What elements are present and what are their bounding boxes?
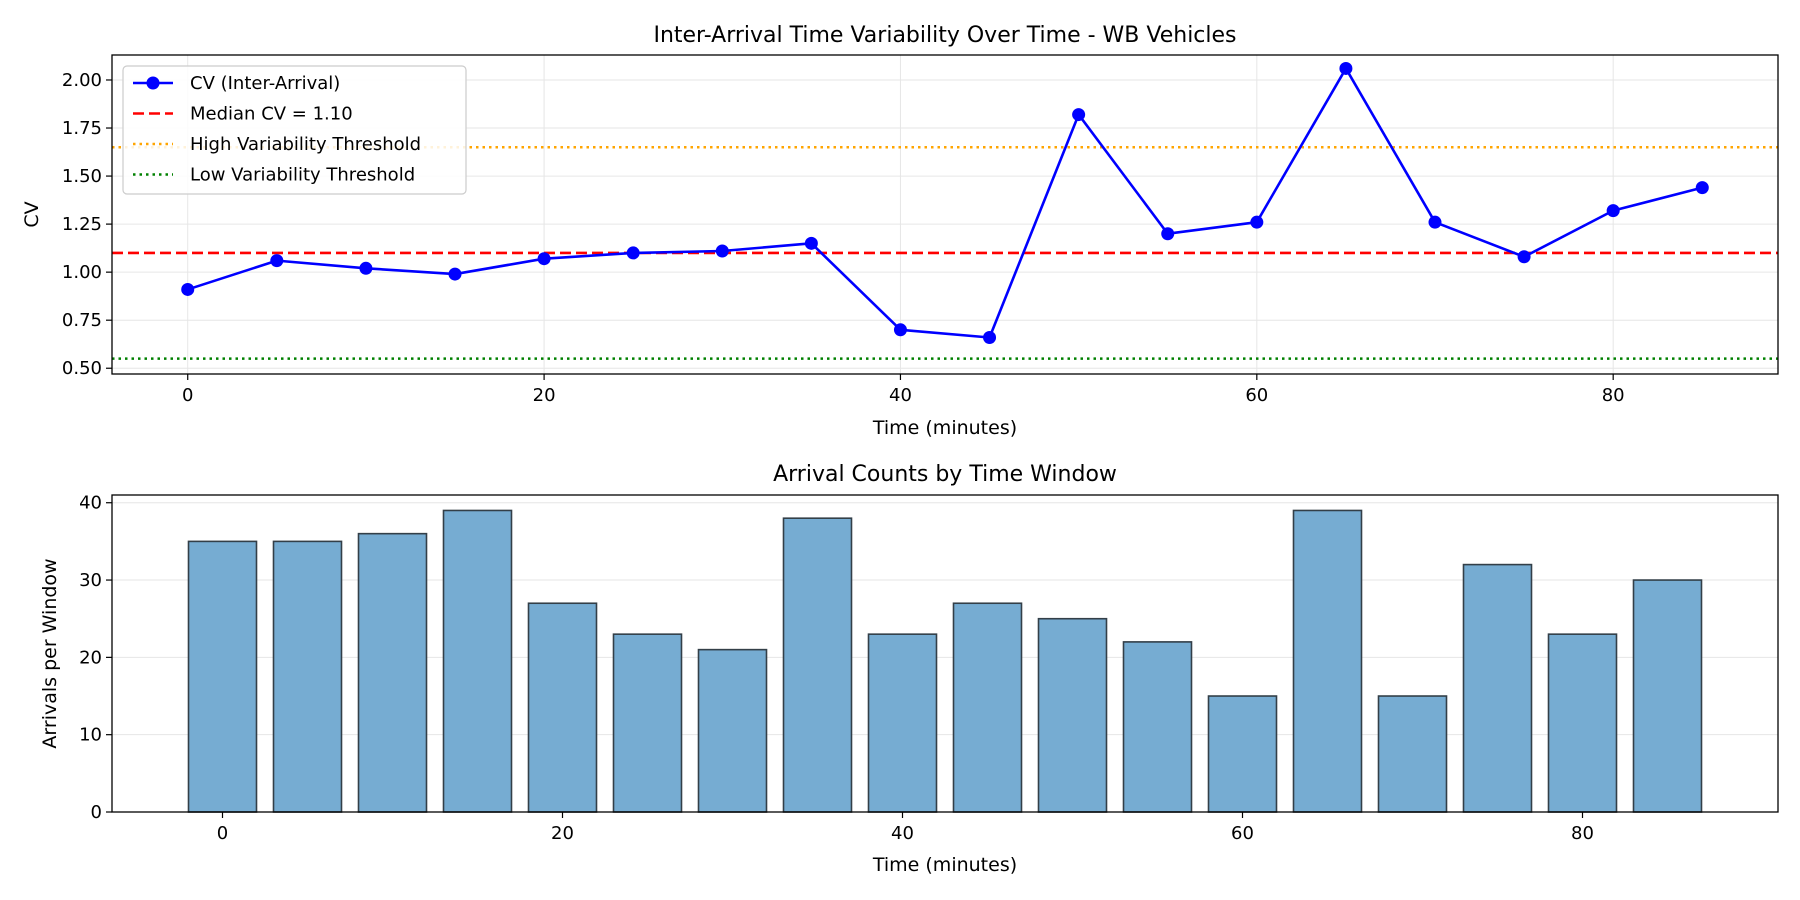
cv-chart-legend: CV (Inter-Arrival) Median CV = 1.10 High V… xyxy=(122,65,467,195)
arrival-y-tick-label: 10 xyxy=(79,725,102,746)
legend-label: High Variability Threshold xyxy=(190,134,421,155)
cv-x-tick-label: 60 xyxy=(1245,385,1268,406)
cv-chart-reference-lines xyxy=(112,145,1778,360)
cv-chart-y-axis-label: CV xyxy=(21,201,43,227)
cv-data-point xyxy=(1428,215,1442,229)
cv-data-point xyxy=(448,267,462,281)
arrival-bar xyxy=(442,509,513,813)
arrival-counts-chart: 0 10 20 30 40 0 20 40 60 80 Arrival Counts by Tim… xyxy=(39,462,1779,876)
arrival-y-tick-label: 30 xyxy=(79,570,102,591)
cv-data-point xyxy=(1517,250,1531,264)
arrival-x-tick-label: 0 xyxy=(217,823,228,844)
legend-label: Median CV = 1.10 xyxy=(190,104,353,125)
arrival-bar xyxy=(1547,633,1618,813)
cv-data-point xyxy=(983,330,997,344)
arrival-bar xyxy=(1122,641,1193,813)
cv-y-tick-label: 0.75 xyxy=(62,310,102,331)
cv-data-point xyxy=(270,254,284,268)
arrival-x-tick-label: 60 xyxy=(1231,823,1254,844)
cv-data-point xyxy=(537,252,551,266)
arrival-bar xyxy=(1037,617,1108,813)
arrival-bar xyxy=(1632,579,1703,813)
arrival-chart-title: Arrival Counts by Time Window xyxy=(773,462,1117,487)
cv-data-point xyxy=(804,236,818,250)
cv-data-point xyxy=(893,323,907,337)
cv-y-tick-label: 1.00 xyxy=(62,262,102,283)
legend-items: CV (Inter-Arrival) Median CV = 1.10 High V… xyxy=(133,73,421,186)
cv-y-tick-label: 1.25 xyxy=(62,214,102,235)
arrival-bar xyxy=(1462,563,1533,813)
arrival-chart-frame xyxy=(111,494,1779,813)
arrival-bar xyxy=(612,633,683,813)
arrival-bar xyxy=(357,532,428,813)
cv-x-tick-label: 0 xyxy=(182,385,193,406)
cv-y-tick-label: 0.50 xyxy=(62,358,102,379)
cv-data-point xyxy=(1250,215,1264,229)
arrival-chart-ticks: 0 10 20 30 40 0 20 40 60 80 xyxy=(79,493,1594,844)
arrival-bar xyxy=(1207,695,1278,813)
cv-y-tick-label: 2.00 xyxy=(62,70,102,91)
legend-label: Low Variability Threshold xyxy=(190,165,415,186)
cv-chart-frame xyxy=(111,54,1779,375)
arrival-bar xyxy=(1377,695,1448,813)
arrival-bar xyxy=(1292,509,1363,813)
arrival-x-tick-label: 40 xyxy=(891,823,914,844)
arrival-chart-y-axis-label: Arrivals per Window xyxy=(39,558,61,748)
cv-chart-series xyxy=(181,61,1709,344)
cv-y-tick-label: 1.50 xyxy=(62,166,102,187)
arrival-y-tick-label: 0 xyxy=(91,802,102,823)
cv-series-line xyxy=(187,67,1703,339)
cv-x-tick-label: 80 xyxy=(1602,385,1625,406)
cv-x-tick-label: 20 xyxy=(533,385,556,406)
arrival-bar xyxy=(697,648,768,813)
cv-data-point xyxy=(359,261,373,275)
cv-data-point xyxy=(1606,204,1620,218)
arrival-bar xyxy=(782,517,853,813)
arrival-bar xyxy=(187,540,258,813)
arrival-chart-x-axis-label: Time (minutes) xyxy=(872,854,1017,876)
cv-data-point xyxy=(1072,108,1086,122)
cv-data-point xyxy=(1339,61,1353,75)
cv-chart-ticks: 0 20 40 60 80 0.50 0.75 1.00 1.25 1.50 1.75 2.00 xyxy=(62,70,1625,406)
cv-data-point xyxy=(181,282,195,296)
cv-x-tick-label: 40 xyxy=(889,385,912,406)
legend-label: CV (Inter-Arrival) xyxy=(190,73,340,94)
cv-data-point xyxy=(626,246,640,260)
arrival-y-tick-label: 40 xyxy=(79,493,102,514)
arrival-bar xyxy=(272,540,343,813)
cv-data-point xyxy=(715,244,729,258)
arrival-y-tick-label: 20 xyxy=(79,647,102,668)
cv-chart-x-axis-label: Time (minutes) xyxy=(872,417,1017,439)
cv-data-point xyxy=(1695,181,1709,195)
arrival-chart-bars xyxy=(187,509,1703,813)
arrival-x-tick-label: 80 xyxy=(1571,823,1594,844)
arrival-bar xyxy=(867,633,938,813)
cv-chart: 0 20 40 60 80 0.50 0.75 1.00 1.25 1.50 1.75 2.00 In… xyxy=(21,23,1779,439)
cv-y-tick-label: 1.75 xyxy=(62,118,102,139)
arrival-bar xyxy=(527,602,598,813)
legend-box xyxy=(122,65,467,195)
cv-chart-title: Inter-Arrival Time Variability Over Time… xyxy=(653,23,1236,48)
cv-data-point xyxy=(1161,227,1175,241)
legend-marker xyxy=(146,76,160,90)
arrival-x-tick-label: 20 xyxy=(551,823,574,844)
arrival-bar xyxy=(952,602,1023,813)
